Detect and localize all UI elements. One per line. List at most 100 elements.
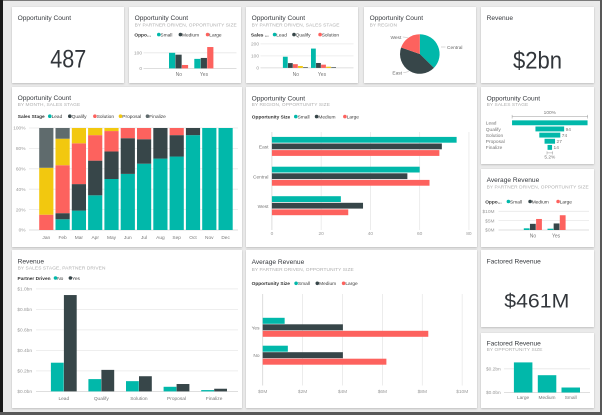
svg-text:Small: Small (160, 32, 172, 38)
svg-text:Small: Small (298, 114, 310, 120)
svg-text:Medium: Medium (319, 281, 336, 287)
svg-text:Medium: Medium (538, 395, 555, 401)
svg-text:BY REGION, OPPORTUNITY SIZE: BY REGION, OPPORTUNITY SIZE (252, 102, 330, 108)
svg-text:20%: 20% (16, 207, 26, 213)
svg-text:Central: Central (447, 45, 462, 51)
svg-text:0: 0 (256, 66, 259, 72)
svg-text:Yes: Yes (318, 72, 327, 78)
svg-text:Opportunity Count: Opportunity Count (18, 95, 72, 102)
svg-text:BY REGION: BY REGION (370, 23, 398, 29)
svg-text:Average Revenue: Average Revenue (487, 177, 540, 184)
svg-text:Jan: Jan (42, 235, 50, 241)
svg-text:Opportunity Count: Opportunity Count (487, 95, 541, 102)
svg-text:Factored Revenue: Factored Revenue (487, 340, 542, 347)
svg-text:40%: 40% (16, 187, 26, 193)
svg-text:$0.0bn: $0.0bn (486, 390, 501, 396)
svg-text:Small: Small (510, 199, 522, 205)
svg-text:Revenue: Revenue (487, 15, 514, 22)
svg-text:Opportunity Count: Opportunity Count (135, 15, 189, 22)
svg-text:Solution: Solution (486, 133, 504, 139)
svg-text:Medium: Medium (318, 114, 335, 120)
svg-text:Large: Large (560, 199, 573, 205)
svg-text:West: West (258, 204, 270, 210)
svg-text:Yes: Yes (552, 233, 561, 239)
svg-text:$0.4bn: $0.4bn (17, 348, 32, 354)
svg-text:Oct: Oct (189, 235, 197, 241)
svg-text:40: 40 (368, 231, 374, 237)
svg-text:100%: 100% (13, 126, 26, 132)
svg-text:Apr: Apr (91, 235, 99, 241)
svg-text:487: 487 (50, 46, 86, 74)
svg-text:20: 20 (318, 231, 324, 237)
svg-text:$0.0bn: $0.0bn (17, 389, 32, 395)
svg-text:$2bn: $2bn (513, 47, 562, 74)
svg-text:Yes: Yes (200, 72, 209, 78)
svg-text:Dec: Dec (221, 235, 230, 241)
svg-text:BY SALES STAGE, PARTNER DRIVEN: BY SALES STAGE, PARTNER DRIVEN (18, 266, 106, 272)
svg-text:60: 60 (417, 231, 423, 237)
svg-text:$0M: $0M (485, 228, 494, 234)
svg-text:BY MONTH, SALES STAGE: BY MONTH, SALES STAGE (18, 102, 81, 108)
svg-text:BY PARTNER DRIVEN, OPPORTUNITY: BY PARTNER DRIVEN, OPPORTUNITY SIZE (252, 267, 354, 273)
svg-text:$0.8bn: $0.8bn (17, 307, 32, 313)
svg-text:East: East (392, 71, 402, 77)
svg-text:BY OPPORTUNITY SIZE: BY OPPORTUNITY SIZE (487, 347, 543, 353)
svg-text:$0.2bn: $0.2bn (486, 367, 501, 373)
svg-text:No: No (530, 233, 537, 239)
svg-text:60%: 60% (16, 167, 26, 173)
svg-text:80: 80 (466, 231, 472, 237)
svg-text:Opportunity Size: Opportunity Size (252, 114, 291, 120)
svg-text:Opportunity Count: Opportunity Count (252, 15, 306, 22)
svg-text:$10M: $10M (483, 209, 495, 215)
svg-text:Small: Small (565, 395, 577, 401)
svg-text:Finalize: Finalize (206, 396, 223, 402)
svg-text:Sales ...: Sales ... (251, 32, 269, 38)
svg-text:Revenue: Revenue (18, 259, 45, 266)
svg-text:Proposal: Proposal (167, 396, 186, 402)
svg-text:$1.0bn: $1.0bn (17, 287, 32, 293)
svg-text:Qualify: Qualify (296, 32, 312, 38)
svg-text:Oppo...: Oppo... (134, 32, 151, 38)
svg-text:No: No (176, 72, 183, 78)
svg-text:$6M: $6M (378, 389, 387, 395)
svg-text:West: West (390, 35, 402, 41)
svg-text:BY PARTNER DRIVEN, OPPORTUNITY: BY PARTNER DRIVEN, OPPORTUNITY SIZE (135, 23, 237, 29)
svg-text:Finalize: Finalize (486, 145, 503, 151)
svg-text:Jul: Jul (141, 235, 147, 241)
svg-text:Opportunity Count: Opportunity Count (18, 15, 72, 22)
svg-text:Nov: Nov (205, 235, 214, 241)
svg-text:94: 94 (566, 127, 572, 133)
svg-text:Lead: Lead (52, 114, 63, 120)
svg-text:Mar: Mar (75, 235, 84, 241)
svg-text:Factored Revenue: Factored Revenue (487, 259, 542, 266)
svg-text:$8M: $8M (418, 389, 427, 395)
svg-text:80%: 80% (16, 146, 26, 152)
svg-text:Partner Driven: Partner Driven (18, 276, 51, 282)
svg-text:Central: Central (253, 174, 268, 180)
svg-text:Large: Large (517, 395, 530, 401)
svg-text:Solution: Solution (97, 114, 115, 120)
svg-text:Aug: Aug (156, 235, 165, 241)
svg-text:$0.6bn: $0.6bn (17, 328, 32, 334)
svg-text:Average Revenue: Average Revenue (252, 259, 305, 266)
svg-text:$0M: $0M (258, 389, 267, 395)
svg-text:0%: 0% (19, 228, 27, 234)
svg-text:100: 100 (134, 51, 142, 57)
svg-text:Lead: Lead (276, 32, 287, 38)
svg-text:May: May (107, 235, 117, 241)
svg-text:Large: Large (347, 114, 360, 120)
svg-text:Qualify: Qualify (72, 114, 88, 120)
svg-text:74: 74 (562, 133, 568, 139)
svg-text:Qualify: Qualify (94, 396, 110, 402)
svg-text:100: 100 (251, 54, 259, 60)
svg-text:BY PARTNER DRIVEN, SALES STAGE: BY PARTNER DRIVEN, SALES STAGE (252, 23, 340, 29)
svg-text:$5M: $5M (485, 218, 494, 224)
svg-text:Oppo...: Oppo... (485, 199, 502, 205)
svg-text:Yes: Yes (252, 325, 260, 331)
svg-text:BY PARTNER DRIVEN, OPPORTUNITY: BY PARTNER DRIVEN, OPPORTUNITY SIZE (487, 185, 589, 191)
svg-text:Finalize: Finalize (149, 114, 166, 120)
svg-text:100%: 100% (544, 110, 557, 116)
svg-text:No: No (253, 353, 259, 359)
svg-text:0: 0 (139, 66, 142, 72)
svg-text:Lead: Lead (58, 396, 69, 402)
